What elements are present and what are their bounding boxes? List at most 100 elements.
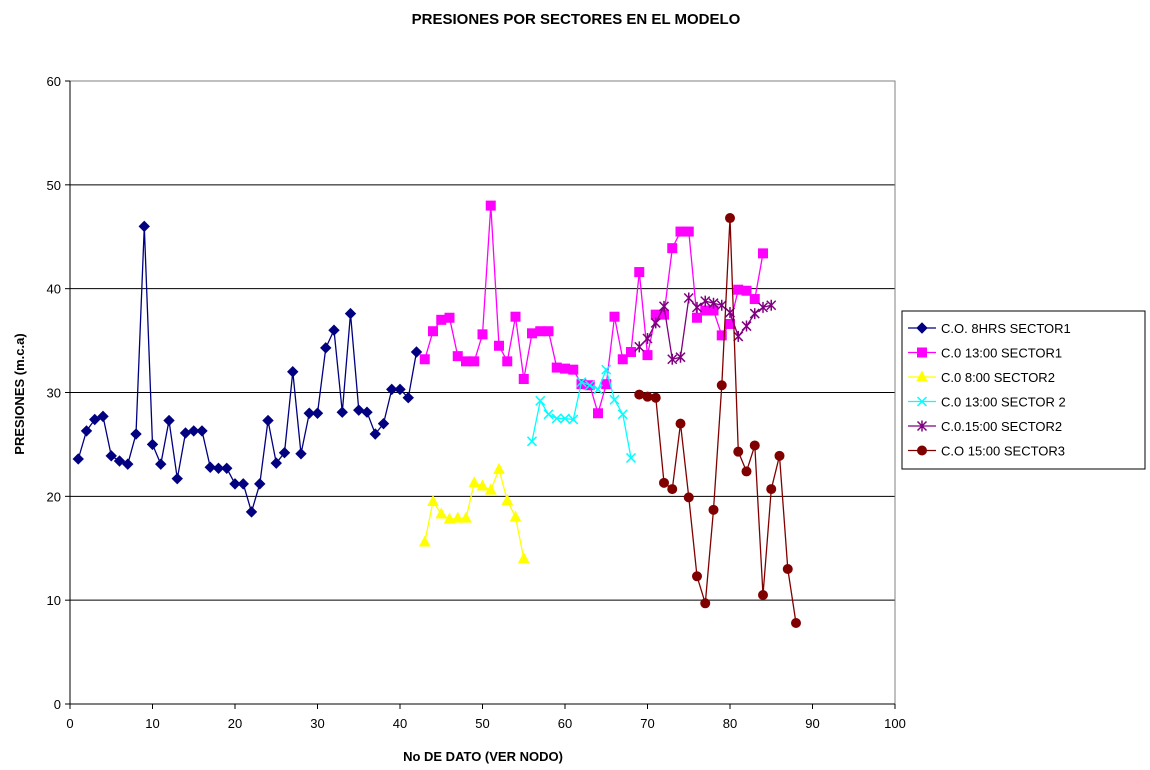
series-1-point-3 [444, 312, 455, 323]
series-0-point-38 [386, 383, 398, 396]
series-2-point-10 [501, 493, 514, 505]
series-1-point-31 [675, 226, 686, 237]
series-1-point-5 [461, 356, 471, 367]
series-0-point-17 [212, 462, 225, 475]
series-1-point-16 [551, 362, 562, 373]
legend-box [901, 310, 1146, 470]
series-1-point-30 [667, 243, 678, 254]
x-axis-title: No DE DATO (VER NODO) [403, 749, 563, 764]
series-4-point-2 [650, 317, 661, 329]
series-1-point-7 [477, 329, 488, 340]
legend-marker-2 [916, 370, 928, 382]
series-1-point-39 [741, 285, 752, 296]
series-1-point-6 [469, 356, 480, 367]
legend-entry-5: C.O 15:00 SECTOR3 [908, 444, 1065, 459]
series-5-point-7 [692, 571, 702, 582]
legend: C.O. 8HRS SECTOR1 C.0 13:00 SECTOR1 C.0 8:… [901, 310, 1146, 470]
series-1-point-36 [716, 330, 727, 341]
series-1-point-26 [634, 267, 645, 278]
y-tick-label-10: 10 [47, 593, 61, 608]
x-tick-label-80: 80 [723, 716, 737, 731]
series-5-point-10 [716, 380, 727, 391]
series-3 [526, 364, 637, 463]
series-4-point-3 [658, 300, 670, 312]
series-line-0 [77, 226, 418, 515]
series-2-point-1 [427, 494, 439, 507]
series-0-point-20 [237, 478, 249, 490]
series-2-point-6 [468, 476, 481, 488]
x-tick-label-10: 10 [145, 716, 159, 731]
series-1-point-4 [452, 351, 463, 362]
series-0-point-6 [122, 458, 134, 470]
series-0-point-19 [229, 478, 241, 490]
series-0-point-3 [97, 410, 109, 423]
series-0-point-40 [402, 391, 414, 404]
series-0-point-21 [245, 506, 258, 518]
series-1-point-27 [642, 350, 653, 361]
series-1-point-14 [535, 326, 546, 337]
series-5-point-12 [733, 446, 744, 457]
series-0-point-27 [295, 448, 307, 460]
x-tick-label-90: 90 [805, 716, 819, 731]
y-tick-label-40: 40 [47, 282, 61, 297]
series-0-point-36 [369, 428, 381, 440]
x-tick-label-50: 50 [475, 716, 489, 731]
series-0-point-12 [171, 472, 183, 485]
series-0-point-18 [221, 462, 233, 475]
series-4-point-16 [766, 299, 777, 311]
series-1-point-41 [758, 248, 768, 259]
series-4-point-6 [683, 292, 694, 304]
y-tick-label-60: 60 [47, 74, 61, 89]
series-1-point-17 [560, 363, 570, 374]
series-1-point-38 [733, 284, 744, 295]
series-5-point-15 [758, 589, 768, 600]
series-1-point-2 [436, 314, 447, 325]
legend-marker-1 [917, 347, 927, 358]
series-0-point-41 [410, 346, 423, 358]
series-3-point-2 [543, 409, 554, 420]
series-3-point-9 [601, 364, 612, 375]
series-5-point-1 [642, 391, 653, 402]
y-tick-label-30: 30 [47, 386, 61, 401]
series-0-point-7 [130, 428, 142, 440]
x-tick-label-20: 20 [228, 716, 242, 731]
series-1-point-0 [419, 354, 430, 365]
series-2-point-4 [451, 511, 464, 523]
series-1-point-23 [609, 311, 620, 322]
series-1-point-1 [428, 326, 438, 337]
series-0-point-25 [278, 447, 291, 459]
series-5-point-11 [725, 213, 735, 224]
series-1-point-21 [593, 408, 603, 419]
series-1-point-8 [485, 200, 496, 211]
series-0-point-11 [163, 414, 175, 427]
series-0-point-4 [105, 450, 117, 462]
series-1-point-10 [502, 356, 513, 367]
series-5-point-0 [634, 389, 645, 400]
series-1-point-34 [700, 305, 711, 316]
legend-entry-3: C.0 13:00 SECTOR 2 [908, 395, 1066, 410]
series-0-point-31 [328, 324, 340, 336]
series-0-point-37 [377, 417, 390, 430]
series-3-point-12 [625, 452, 637, 463]
series-4-point-8 [700, 295, 711, 307]
series-2-point-11 [509, 510, 522, 522]
y-tick-label-0: 0 [54, 697, 61, 712]
series-5-point-6 [683, 492, 694, 503]
legend-label-1: C.0 13:00 SECTOR1 [941, 346, 1062, 361]
series-3-point-5 [568, 414, 579, 425]
series-2-point-9 [493, 462, 505, 474]
series-3-point-1 [535, 395, 546, 406]
legend-marker-5 [917, 445, 927, 456]
legend-label-4: C.0.15:00 SECTOR2 [941, 419, 1062, 434]
series-1-point-9 [494, 340, 504, 351]
series-1-point-32 [683, 226, 694, 237]
series-5-point-17 [774, 450, 785, 461]
series-1-point-24 [617, 354, 628, 365]
series-5-point-14 [749, 440, 760, 451]
legend-label-0: C.O. 8HRS SECTOR1 [941, 321, 1071, 336]
series-0-point-14 [188, 425, 200, 437]
series-1-point-13 [527, 328, 537, 339]
series-0-point-30 [320, 342, 332, 354]
series-2-point-2 [435, 507, 448, 519]
series-3-point-8 [592, 384, 604, 395]
